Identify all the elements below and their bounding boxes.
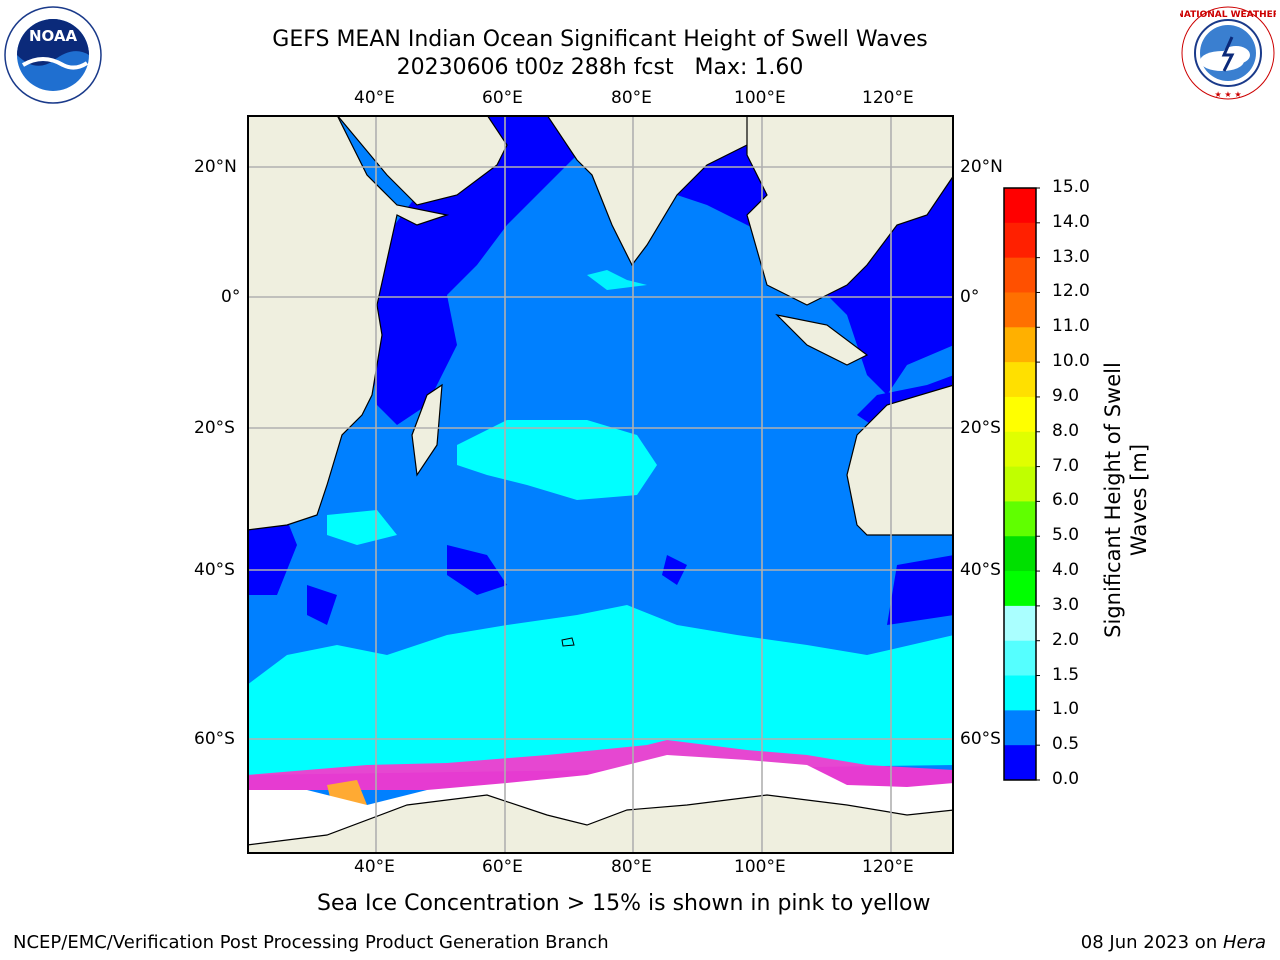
map-gridlines (247, 115, 954, 854)
colorbar-segment (1004, 640, 1036, 677)
sea-ice-caption: Sea Ice Concentration > 15% is shown in … (317, 891, 931, 916)
svg-text:★ ★ ★: ★ ★ ★ (1214, 90, 1241, 99)
lon-tick-bottom-60e: 60°E (482, 857, 523, 877)
lat-tick-left-0: 0° (221, 287, 241, 307)
footer-date: 08 Jun 2023 on (1080, 932, 1223, 953)
lon-tick-top-100e: 100°E (734, 88, 786, 108)
colorbar-label-line1: Significant Height of Swell (1101, 362, 1125, 638)
colorbar-tick-label: 15.0 (1052, 177, 1090, 197)
colorbar-segment (1004, 292, 1036, 328)
kerguelen-island (561, 637, 575, 647)
colorbar-segment (1004, 501, 1036, 537)
colorbar (1003, 187, 1040, 781)
colorbar-segment (1004, 571, 1036, 607)
lat-tick-right-0: 0° (960, 287, 980, 307)
colorbar-segment (1004, 188, 1036, 224)
colorbar-tick-label: 11.0 (1052, 316, 1090, 337)
lat-tick-left-20s: 20°S (194, 418, 235, 438)
lon-tick-bottom-120e: 120°E (862, 857, 914, 877)
colorbar-label: Significant Height of Swell Waves [m] (1100, 362, 1160, 638)
colorbar-tick-label: 5.0 (1052, 525, 1080, 546)
sumatra-land (775, 314, 869, 366)
svg-text:NATIONAL WEATHER: NATIONAL WEATHER (1180, 10, 1276, 20)
australia-land (846, 384, 954, 536)
colorbar-tick-label: 10.0 (1052, 351, 1090, 372)
lon-tick-bottom-100e: 100°E (734, 857, 786, 877)
colorbar-tick-label: 9.0 (1052, 385, 1080, 406)
lon-tick-bottom-40e: 40°E (354, 857, 395, 877)
colorbar-segment (1004, 362, 1036, 398)
colorbar-tick-label: 1.0 (1052, 699, 1080, 720)
colorbar-tick-label: 6.0 (1052, 490, 1080, 511)
colorbar-tick-label: 1.5 (1052, 664, 1080, 685)
noaa-logo-text: NOAA (29, 27, 78, 45)
footer-right: 08 Jun 2023 on Hera (1081, 932, 1266, 953)
lat-tick-left-40s: 40°S (194, 560, 235, 580)
colorbar-tick-label: 13.0 (1052, 246, 1090, 267)
map-title: GEFS MEAN Indian Ocean Significant Heigh… (272, 27, 928, 52)
lon-tick-top-120e: 120°E (862, 88, 914, 108)
colorbar-tick-label: 4.0 (1052, 560, 1080, 581)
lat-tick-left-60s: 60°S (194, 729, 235, 749)
footer-left: NCEP/EMC/Verification Post Processing Pr… (13, 932, 609, 953)
map-frame (247, 115, 954, 854)
lon-tick-bottom-80e: 80°E (611, 857, 652, 877)
lat-tick-left-20n: 20°N (194, 157, 237, 177)
arabia-land (336, 115, 508, 206)
colorbar-tick-label: 8.0 (1052, 420, 1080, 441)
colorbar-segment (1004, 675, 1036, 711)
land-masses (247, 115, 954, 536)
footer-host: Hera (1222, 932, 1266, 953)
africa-land (247, 115, 450, 531)
lon-tick-top-40e: 40°E (354, 88, 395, 108)
colorbar-segment (1004, 257, 1036, 293)
antarctica-land (247, 794, 954, 854)
colorbar-tick-label: 7.0 (1052, 455, 1080, 476)
colorbar-segment (1004, 466, 1036, 502)
national-weather-service-logo: NATIONAL WEATHER ★ ★ ★ (1180, 6, 1276, 100)
noaa-logo: NOAA (4, 6, 102, 104)
lat-tick-right-60s: 60°S (960, 729, 1001, 749)
colorbar-segment (1004, 222, 1036, 259)
colorbar-tick-label: 2.0 (1052, 629, 1080, 650)
colorbar-segment (1004, 605, 1036, 642)
lat-tick-right-20n: 20°N (960, 157, 1003, 177)
colorbar-label-line2: Waves [m] (1127, 443, 1151, 557)
lat-tick-right-20s: 20°S (960, 418, 1001, 438)
lon-tick-top-80e: 80°E (611, 88, 652, 108)
lat-tick-right-40s: 40°S (960, 560, 1001, 580)
southeast-asia-land (746, 115, 954, 306)
colorbar-segment (1004, 431, 1036, 468)
colorbar-tick-label: 3.0 (1052, 594, 1080, 615)
colorbar-tick-label: 14.0 (1052, 211, 1090, 232)
colorbar-segment (1004, 536, 1036, 572)
lon-tick-top-60e: 60°E (482, 88, 523, 108)
map-panel (247, 115, 954, 854)
colorbar-tick-label: 0.5 (1052, 734, 1080, 755)
colorbar-segment (1004, 745, 1036, 781)
swell-band-1-0-1-5 (247, 270, 954, 775)
colorbar-segment (1004, 396, 1036, 433)
colorbar-segment (1004, 710, 1036, 746)
colorbar-tick-label: 12.0 (1052, 281, 1090, 302)
colorbar-tick-label: 0.0 (1052, 769, 1080, 789)
colorbar-frame (1003, 187, 1037, 781)
map-subtitle: 20230606 t00z 288h fcst Max: 1.60 (396, 55, 804, 80)
colorbar-segment (1004, 327, 1036, 363)
